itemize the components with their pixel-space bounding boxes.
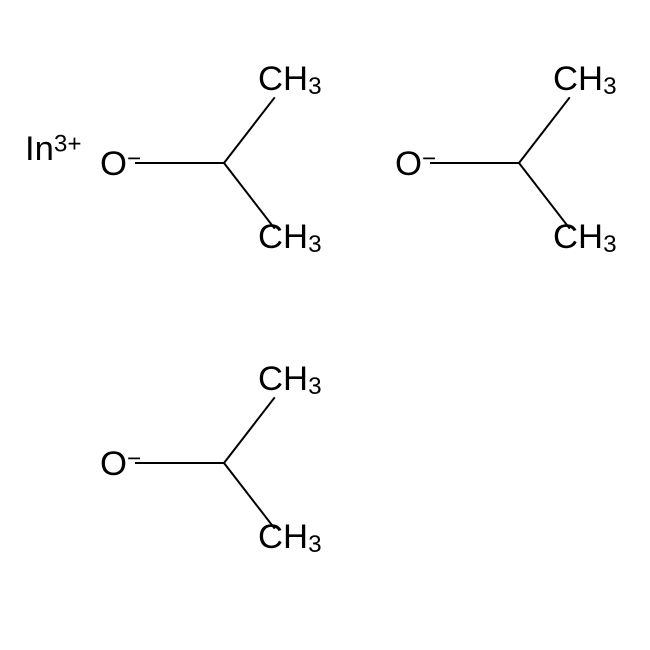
g3-oxy-O: O [100, 445, 127, 483]
g2-oxy: O− [395, 145, 436, 184]
g3-oxy-minus: − [127, 446, 141, 473]
g2-bond-c-b [518, 162, 571, 229]
g1-bond-c-t [223, 96, 276, 163]
g2-top-ch3: CH3 [553, 60, 617, 101]
g3-top-ch3-H: H [283, 360, 308, 398]
g1-bond-c-b [223, 162, 276, 229]
g3-oxy: O− [100, 445, 141, 484]
g1-oxy: O− [100, 145, 141, 184]
g2-bot-ch3-H: H [578, 218, 603, 256]
label-indium-cation: In3+ [25, 130, 82, 169]
g1-oxy-O: O [100, 145, 127, 183]
g1-bond-o-c [135, 162, 224, 164]
g1-bot-ch3-H: H [283, 218, 308, 256]
g2-bot-ch3: CH3 [553, 218, 617, 259]
g1-top-ch3-C: C [258, 60, 283, 98]
g3-top-ch3: CH3 [258, 360, 322, 401]
g3-top-ch3-3: 3 [308, 373, 322, 400]
g1-bot-ch3-3: 3 [308, 231, 322, 258]
g1-bot-ch3: CH3 [258, 218, 322, 259]
g1-oxy-minus: − [127, 146, 141, 173]
g2-bond-o-c [430, 162, 519, 164]
elem-In: In [25, 130, 54, 168]
g2-oxy-minus: − [422, 146, 436, 173]
g3-bond-o-c [135, 462, 224, 464]
g1-top-ch3-3: 3 [308, 73, 322, 100]
g1-top-ch3: CH3 [258, 60, 322, 101]
g2-oxy-O: O [395, 145, 422, 183]
g1-top-ch3-H: H [283, 60, 308, 98]
g3-bond-c-t [223, 396, 276, 463]
charge-In: 3+ [54, 131, 82, 158]
g3-bot-ch3-3: 3 [308, 531, 322, 558]
g3-bond-c-b [223, 462, 276, 529]
g3-bot-ch3: CH3 [258, 518, 322, 559]
g2-top-ch3-H: H [578, 60, 603, 98]
g2-top-ch3-3: 3 [603, 73, 617, 100]
g3-top-ch3-C: C [258, 360, 283, 398]
g2-bot-ch3-3: 3 [603, 231, 617, 258]
g2-bond-c-t [518, 96, 571, 163]
g3-bot-ch3-H: H [283, 518, 308, 556]
chemical-structure-diagram: In3+ CH3 O− CH3 CH3 O− CH3 CH3 O− CH3 [0, 0, 650, 650]
g2-top-ch3-C: C [553, 60, 578, 98]
